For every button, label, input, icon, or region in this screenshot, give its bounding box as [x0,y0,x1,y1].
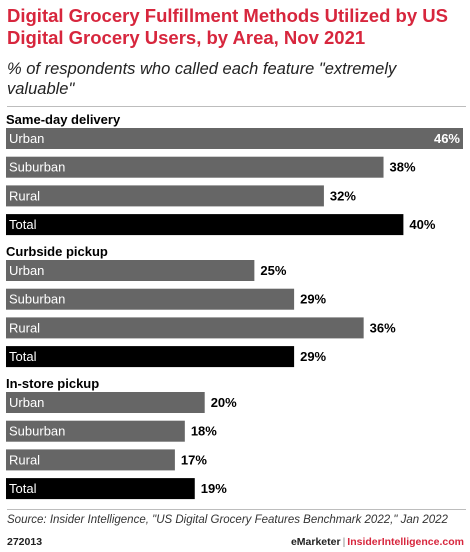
group-label: Same-day delivery [6,112,121,127]
bar [6,214,404,236]
chart-title: Digital Grocery Fulfillment Methods Util… [7,5,448,48]
category-label: Rural [9,452,40,467]
bar [6,185,324,207]
top-divider [7,106,466,107]
value-label: 32% [330,188,356,203]
bar [6,392,205,413]
chart-id: 272013 [7,536,43,548]
value-label: 46% [434,131,460,146]
bar [6,317,364,339]
category-label: Urban [9,395,44,410]
value-label: 25% [260,263,286,278]
bar [6,346,295,368]
bar [6,156,384,178]
category-label: Rural [9,188,40,203]
bottom-divider [7,509,466,510]
source-note: Source: Insider Intelligence, "US Digita… [7,514,448,526]
value-label: 17% [181,452,207,467]
group-label: In-store pickup [6,376,99,391]
brand-emarketer: eMarketer [290,536,341,548]
category-label: Rural [9,320,40,335]
category-label: Total [9,217,37,232]
value-label: 40% [409,217,435,232]
bar [6,449,175,471]
bar-chart: Same-day delivery Urban 46% Suburban 38% Rura… [6,112,463,500]
bar [6,128,463,149]
brand-separator: | [342,536,346,548]
bar [6,478,195,500]
value-label: 38% [390,160,416,175]
value-label: 18% [191,424,217,439]
bar [6,260,255,281]
group-label: Curbside pickup [6,244,108,259]
value-label: 29% [300,349,326,364]
bar [6,288,295,310]
value-label: 20% [211,395,237,410]
value-label: 29% [300,292,326,307]
category-label: Suburban [9,160,65,175]
category-label: Total [9,481,37,496]
bar [6,420,185,442]
category-label: Suburban [9,292,65,307]
brand-insider-intelligence: InsiderIntelligence.com [347,536,464,548]
category-label: Suburban [9,424,65,439]
category-label: Urban [9,131,44,146]
category-label: Urban [9,263,44,278]
chart-subtitle: % of respondents who called each feature… [7,60,397,98]
category-label: Total [9,349,37,364]
footer-brand: eMarketer | InsiderIntelligence.com [291,536,464,548]
value-label: 36% [370,320,396,335]
value-label: 19% [201,481,227,496]
